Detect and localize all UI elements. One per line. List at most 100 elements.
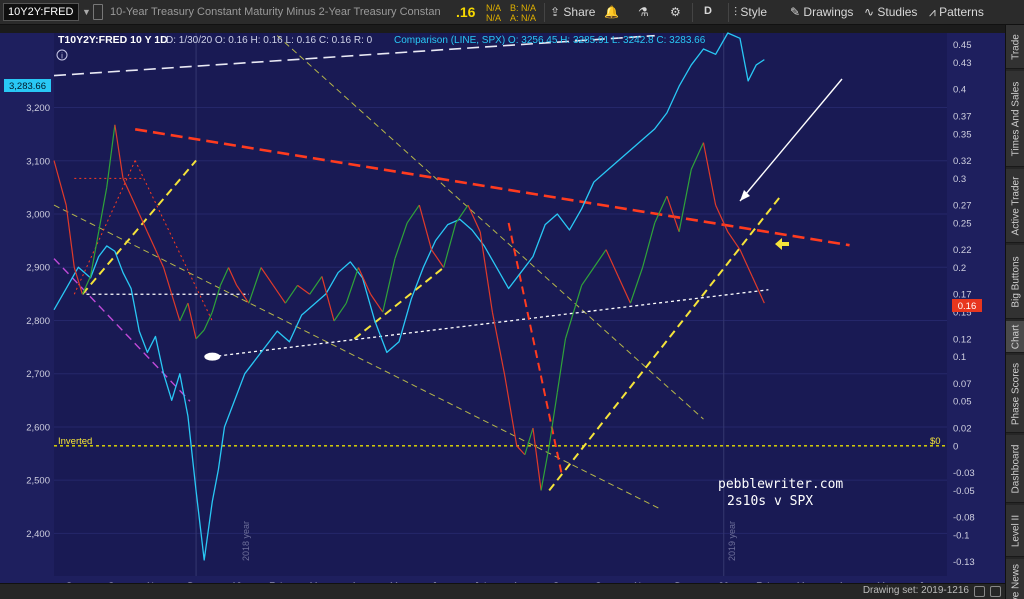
spread-segment [219, 267, 230, 286]
alert-icon[interactable]: 🔔 [604, 5, 619, 19]
right-tick-label: 0.3 [953, 174, 966, 185]
spread-segment [357, 267, 372, 295]
share-icon: ⇪ [550, 5, 561, 19]
right-tick-label: 0.45 [953, 40, 972, 51]
right-tick-label: -0.1 [953, 530, 969, 541]
plot-area[interactable] [54, 33, 947, 576]
left-tick-label: 3,000 [26, 210, 50, 221]
symbol-input[interactable]: 10Y2Y:FRED [3, 3, 79, 21]
document-icon[interactable] [93, 4, 103, 20]
studies-button[interactable]: ∿ Studies [864, 5, 917, 19]
spread-segment [89, 231, 100, 277]
share-button[interactable]: ⇪ Share [550, 5, 595, 19]
left-tick-label: 2,900 [26, 263, 50, 274]
yellow-descending-channel-line [276, 35, 704, 420]
yellow-rising-line-2018 [81, 159, 197, 295]
spread-segment [394, 222, 408, 259]
symbol-description: 10-Year Treasury Constant Maturity Minus… [110, 6, 440, 18]
spread-segment [702, 142, 717, 206]
chart-canvas[interactable]: SepOctNovDec19FebMarAprMayJunJulAugSepOc… [0, 25, 1005, 599]
spread-segment [65, 205, 75, 268]
current-spx-tag [4, 79, 51, 92]
side-tab-times-and-sales[interactable]: Times And Sales [1006, 71, 1024, 167]
side-tab-big-buttons[interactable]: Big Buttons [1006, 245, 1024, 319]
right-tick-label: 0.22 [953, 245, 972, 256]
settings-icon[interactable] [974, 586, 985, 597]
white-arrow-head [740, 190, 750, 201]
side-tab-level-ii[interactable]: Level II [1006, 505, 1024, 557]
spread-segment [503, 374, 518, 446]
left-tick-label: 2,600 [26, 422, 50, 433]
white-arrow-shaft [739, 78, 843, 202]
side-tab-label: Dashboard [1010, 444, 1021, 493]
side-tab-dashboard[interactable]: Dashboard [1006, 435, 1024, 503]
spread-segment [715, 204, 729, 233]
flask-icon[interactable]: ⚗ [638, 5, 649, 19]
inverted-label: Inverted [58, 436, 92, 447]
spread-segment [98, 187, 108, 232]
spread-segment [309, 276, 323, 295]
spread-segment [548, 392, 558, 446]
spread-segment [666, 195, 680, 233]
timeframe-button[interactable]: D [704, 5, 712, 17]
spread-segment [187, 303, 197, 339]
spread-segment [81, 276, 92, 295]
right-tick-label: 0.2 [953, 263, 966, 274]
spread-segment [154, 249, 165, 268]
spread-segment [297, 284, 311, 295]
spread-segment [248, 267, 262, 304]
right-tick-label: 0.27 [953, 201, 972, 212]
last-price: .16 [456, 4, 476, 20]
side-tab-trade[interactable]: Trade [1006, 25, 1024, 69]
right-tick-label: 0.17 [953, 290, 972, 301]
spread-segment [654, 195, 668, 224]
side-tab-chart[interactable]: Chart [1006, 321, 1024, 353]
series-layer [53, 32, 765, 561]
watermark-subtitle: 2s10s v SPX [727, 494, 813, 509]
spread-segment [540, 445, 550, 491]
spread-segment [195, 329, 205, 340]
chevron-down-icon[interactable]: ▼ [82, 7, 91, 17]
left-tick-label: 3,200 [26, 103, 50, 114]
spread-segment [260, 267, 274, 286]
right-tick-label: 0.25 [953, 218, 972, 229]
spread-segment [321, 276, 335, 322]
info-icon[interactable] [56, 49, 68, 61]
side-tab-active-trader[interactable]: Active Trader [1006, 169, 1024, 243]
spread-segment [532, 427, 542, 491]
spread-segment [203, 311, 213, 331]
spread-segment [114, 124, 124, 179]
spread-segment [617, 276, 631, 304]
right-tick-label: 0.43 [953, 58, 972, 69]
side-tab-live-news[interactable]: Live News [1006, 559, 1024, 599]
expand-icon[interactable] [990, 586, 1001, 597]
left-tick-label: 2,700 [26, 369, 50, 380]
drawing-set-label[interactable]: Drawing set: 2019-1216 [862, 585, 969, 596]
spread-segment [163, 267, 173, 295]
spread-segment [138, 213, 148, 233]
side-tab-phase-scores[interactable]: Phase Scores [1006, 355, 1024, 433]
spread-segment [564, 311, 575, 340]
right-tick-label: 0.02 [953, 423, 972, 434]
status-bar: Drawing set: 2019-1216 [0, 583, 1005, 599]
right-tick-label: 0.05 [953, 397, 972, 408]
right-axis: -0.13 -0.1 -0.08 -0.05 -0.03 0 0.02 0.05 0.07 0.1… [953, 40, 975, 568]
studies-icon: ∿ [864, 5, 875, 19]
spread-segment [171, 294, 181, 322]
right-tick-label: -0.05 [953, 486, 975, 497]
left-axis: 2,400 2,500 2,600 2,700 2,800 2,900 3,000 3,100… [26, 103, 50, 540]
spread-segment [581, 267, 595, 286]
spread-segment [130, 195, 140, 215]
patterns-icon: ⩘ [929, 5, 936, 19]
spread-segment [53, 160, 67, 206]
spread-segment [455, 204, 469, 224]
style-button[interactable]: ⫶ Style [734, 5, 767, 20]
white-pivot-marker [204, 352, 221, 361]
gear-icon[interactable]: ⚙ [670, 5, 681, 19]
style-label: Style [740, 5, 768, 19]
patterns-button[interactable]: ⩘ Patterns [929, 5, 984, 20]
right-tick-label: -0.08 [953, 513, 975, 524]
drawings-button[interactable]: ✎ Drawings [790, 5, 853, 19]
spread-segment [370, 293, 384, 313]
spread-segment [467, 204, 481, 233]
